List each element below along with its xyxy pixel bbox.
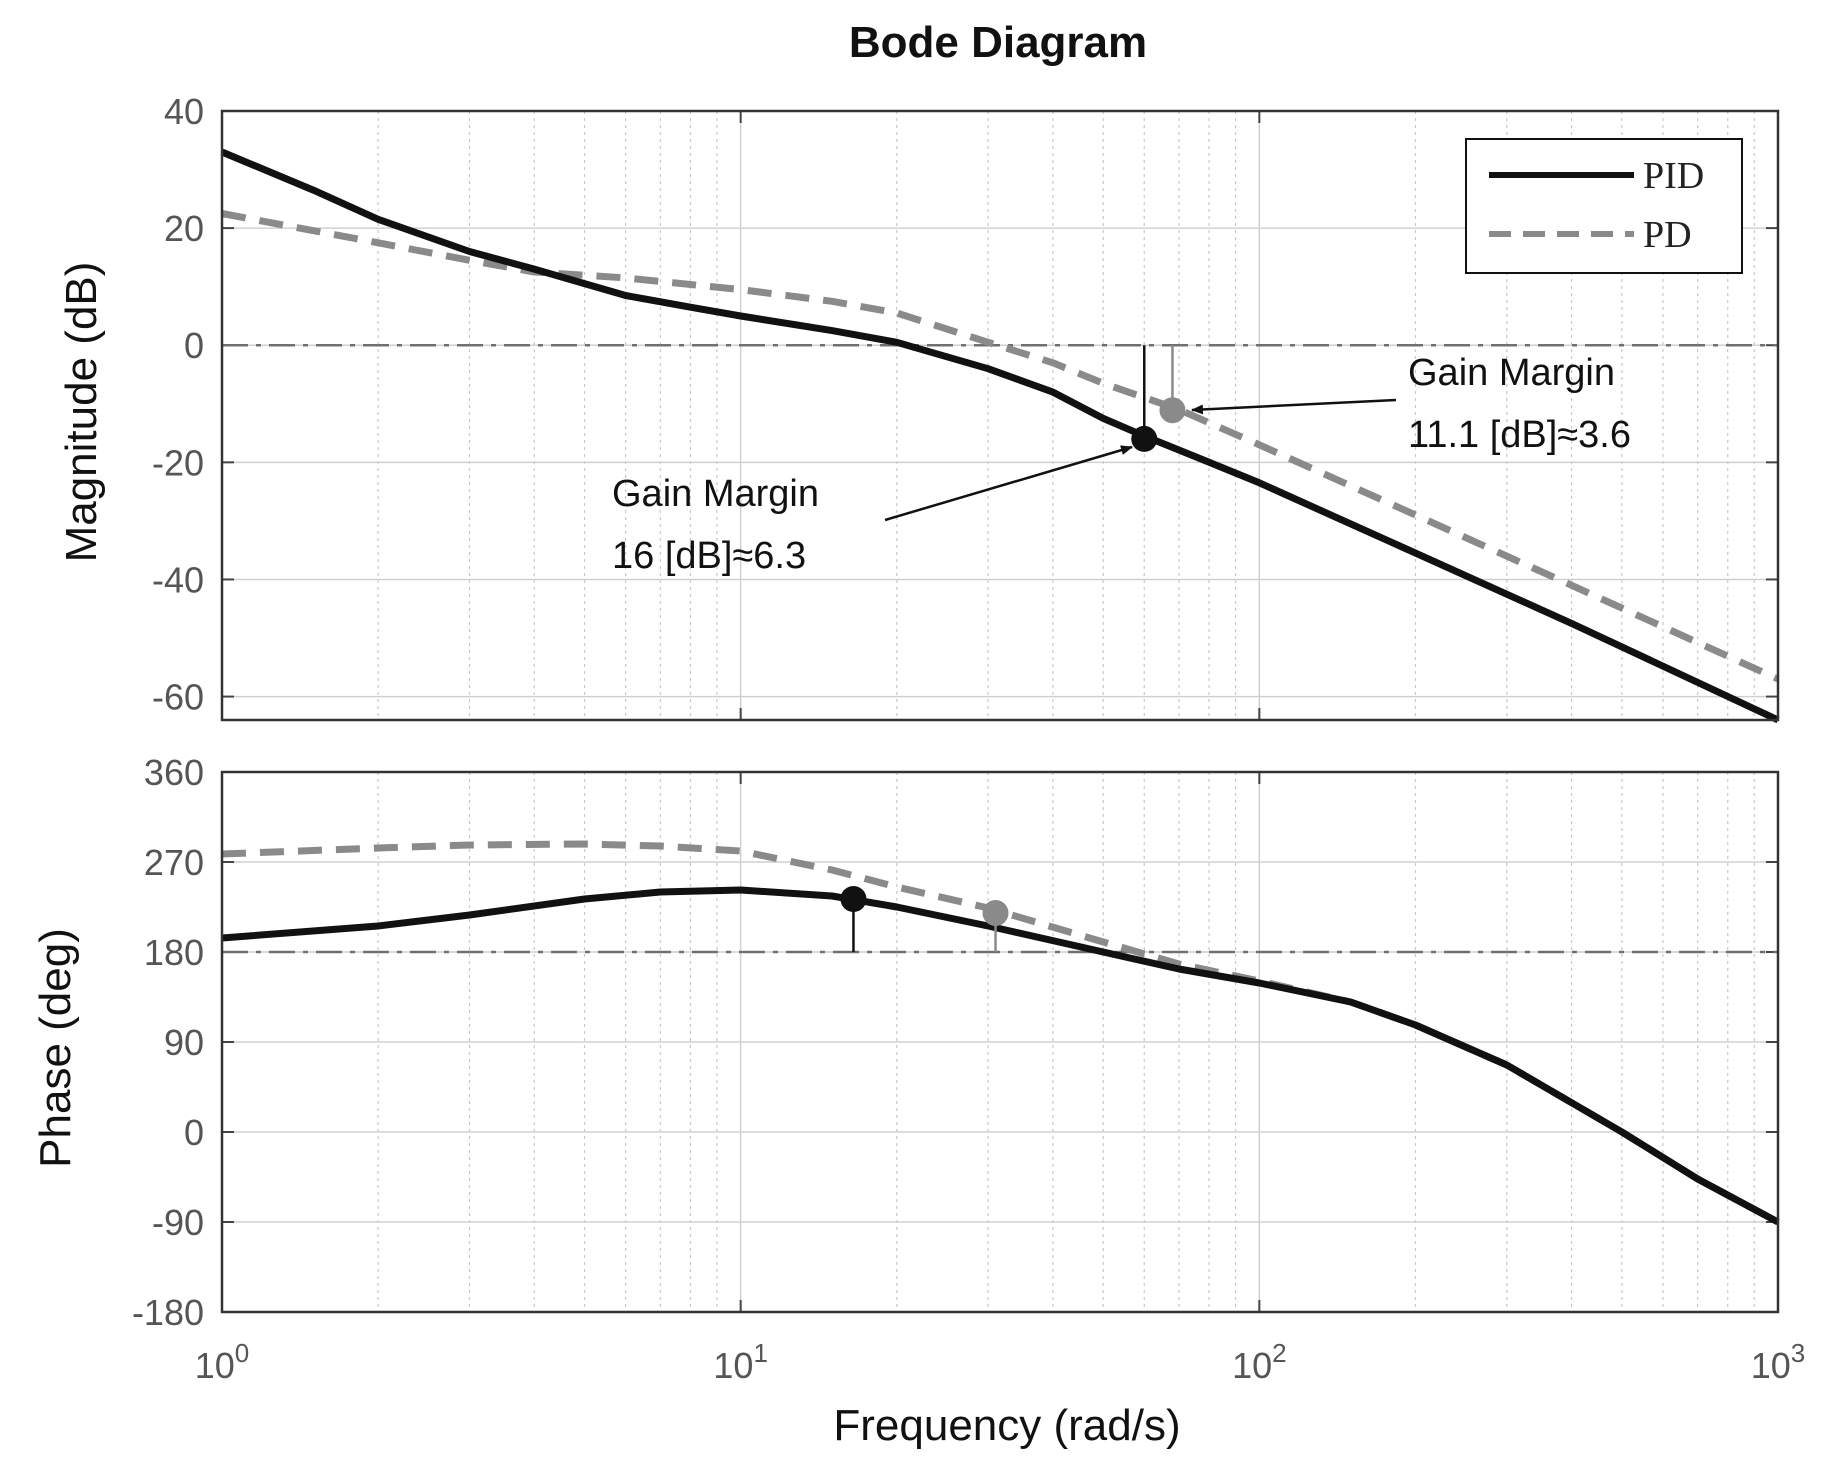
magnitude-y-tick-label: 40 bbox=[164, 91, 204, 132]
legend-label-pd: PD bbox=[1643, 214, 1692, 256]
phase-y-tick-label: 270 bbox=[144, 842, 204, 883]
phase-marker-pd bbox=[982, 900, 1009, 926]
annotation-pd-line1: Gain Margin bbox=[1408, 352, 1615, 394]
annotation-pid-line2: 16 [dB]≈6.3 bbox=[612, 535, 806, 577]
x-tick-label: 102 bbox=[1232, 1338, 1287, 1386]
phase-line-pid bbox=[221, 886, 1780, 1226]
annotation-pid-line1: Gain Margin bbox=[612, 473, 819, 515]
phase-panel: 360 270 180 90 0 -90 -180 100 101 102 103 bbox=[132, 752, 1805, 1386]
phase-y-tick-label: 0 bbox=[184, 1112, 204, 1153]
chart-title: Bode Diagram bbox=[849, 18, 1147, 67]
phase-y-tick-label: -90 bbox=[152, 1202, 204, 1243]
magnitude-y-tick-label: -60 bbox=[152, 677, 204, 718]
magnitude-axes-frame bbox=[220, 109, 1780, 722]
legend-label-pid: PID bbox=[1643, 155, 1704, 197]
phase-y-tick-label: 360 bbox=[144, 752, 204, 793]
magnitude-marker-pd bbox=[1159, 397, 1186, 424]
legend-box bbox=[1465, 138, 1743, 274]
annotation-pd-gain-margin: Gain Margin 11.1 [dB]≈3.6 bbox=[1191, 352, 1631, 456]
phase-y-tick-label: 90 bbox=[164, 1022, 204, 1063]
phase-axis-label: Phase (deg) bbox=[31, 928, 80, 1168]
phase-marker-pid bbox=[840, 886, 867, 912]
magnitude-axis-label: Magnitude (dB) bbox=[57, 262, 106, 563]
magnitude-line-pid bbox=[220, 148, 1780, 724]
annotation-pd-line2: 11.1 [dB]≈3.6 bbox=[1408, 414, 1631, 456]
magnitude-y-tick-label: -20 bbox=[152, 442, 204, 483]
magnitude-y-tick-label: 20 bbox=[164, 208, 204, 249]
frequency-axis-label: Frequency (rad/s) bbox=[833, 1401, 1180, 1450]
magnitude-y-tick-label: 0 bbox=[184, 325, 204, 366]
magnitude-marker-pid bbox=[1131, 425, 1158, 452]
annotation-pid-arrow bbox=[884, 445, 1133, 522]
magnitude-y-tick-label: -40 bbox=[152, 559, 204, 600]
legend: PID PD bbox=[1465, 138, 1743, 274]
x-tick-label: 103 bbox=[1751, 1338, 1806, 1386]
phase-axes-frame bbox=[220, 770, 1780, 1314]
phase-y-tick-label: 180 bbox=[144, 932, 204, 973]
annotation-pd-arrow bbox=[1191, 398, 1397, 415]
phase-y-tick-label: -180 bbox=[132, 1292, 204, 1333]
phase-line-pd bbox=[221, 840, 1780, 1226]
magnitude-panel: 40 20 0 -20 -40 -60 bbox=[152, 91, 1780, 724]
magnitude-line-pd bbox=[221, 210, 1780, 683]
x-tick-label: 100 bbox=[195, 1338, 250, 1386]
x-tick-label: 101 bbox=[713, 1338, 768, 1386]
annotation-pid-gain-margin: Gain Margin 16 [dB]≈6.3 bbox=[612, 445, 1133, 577]
